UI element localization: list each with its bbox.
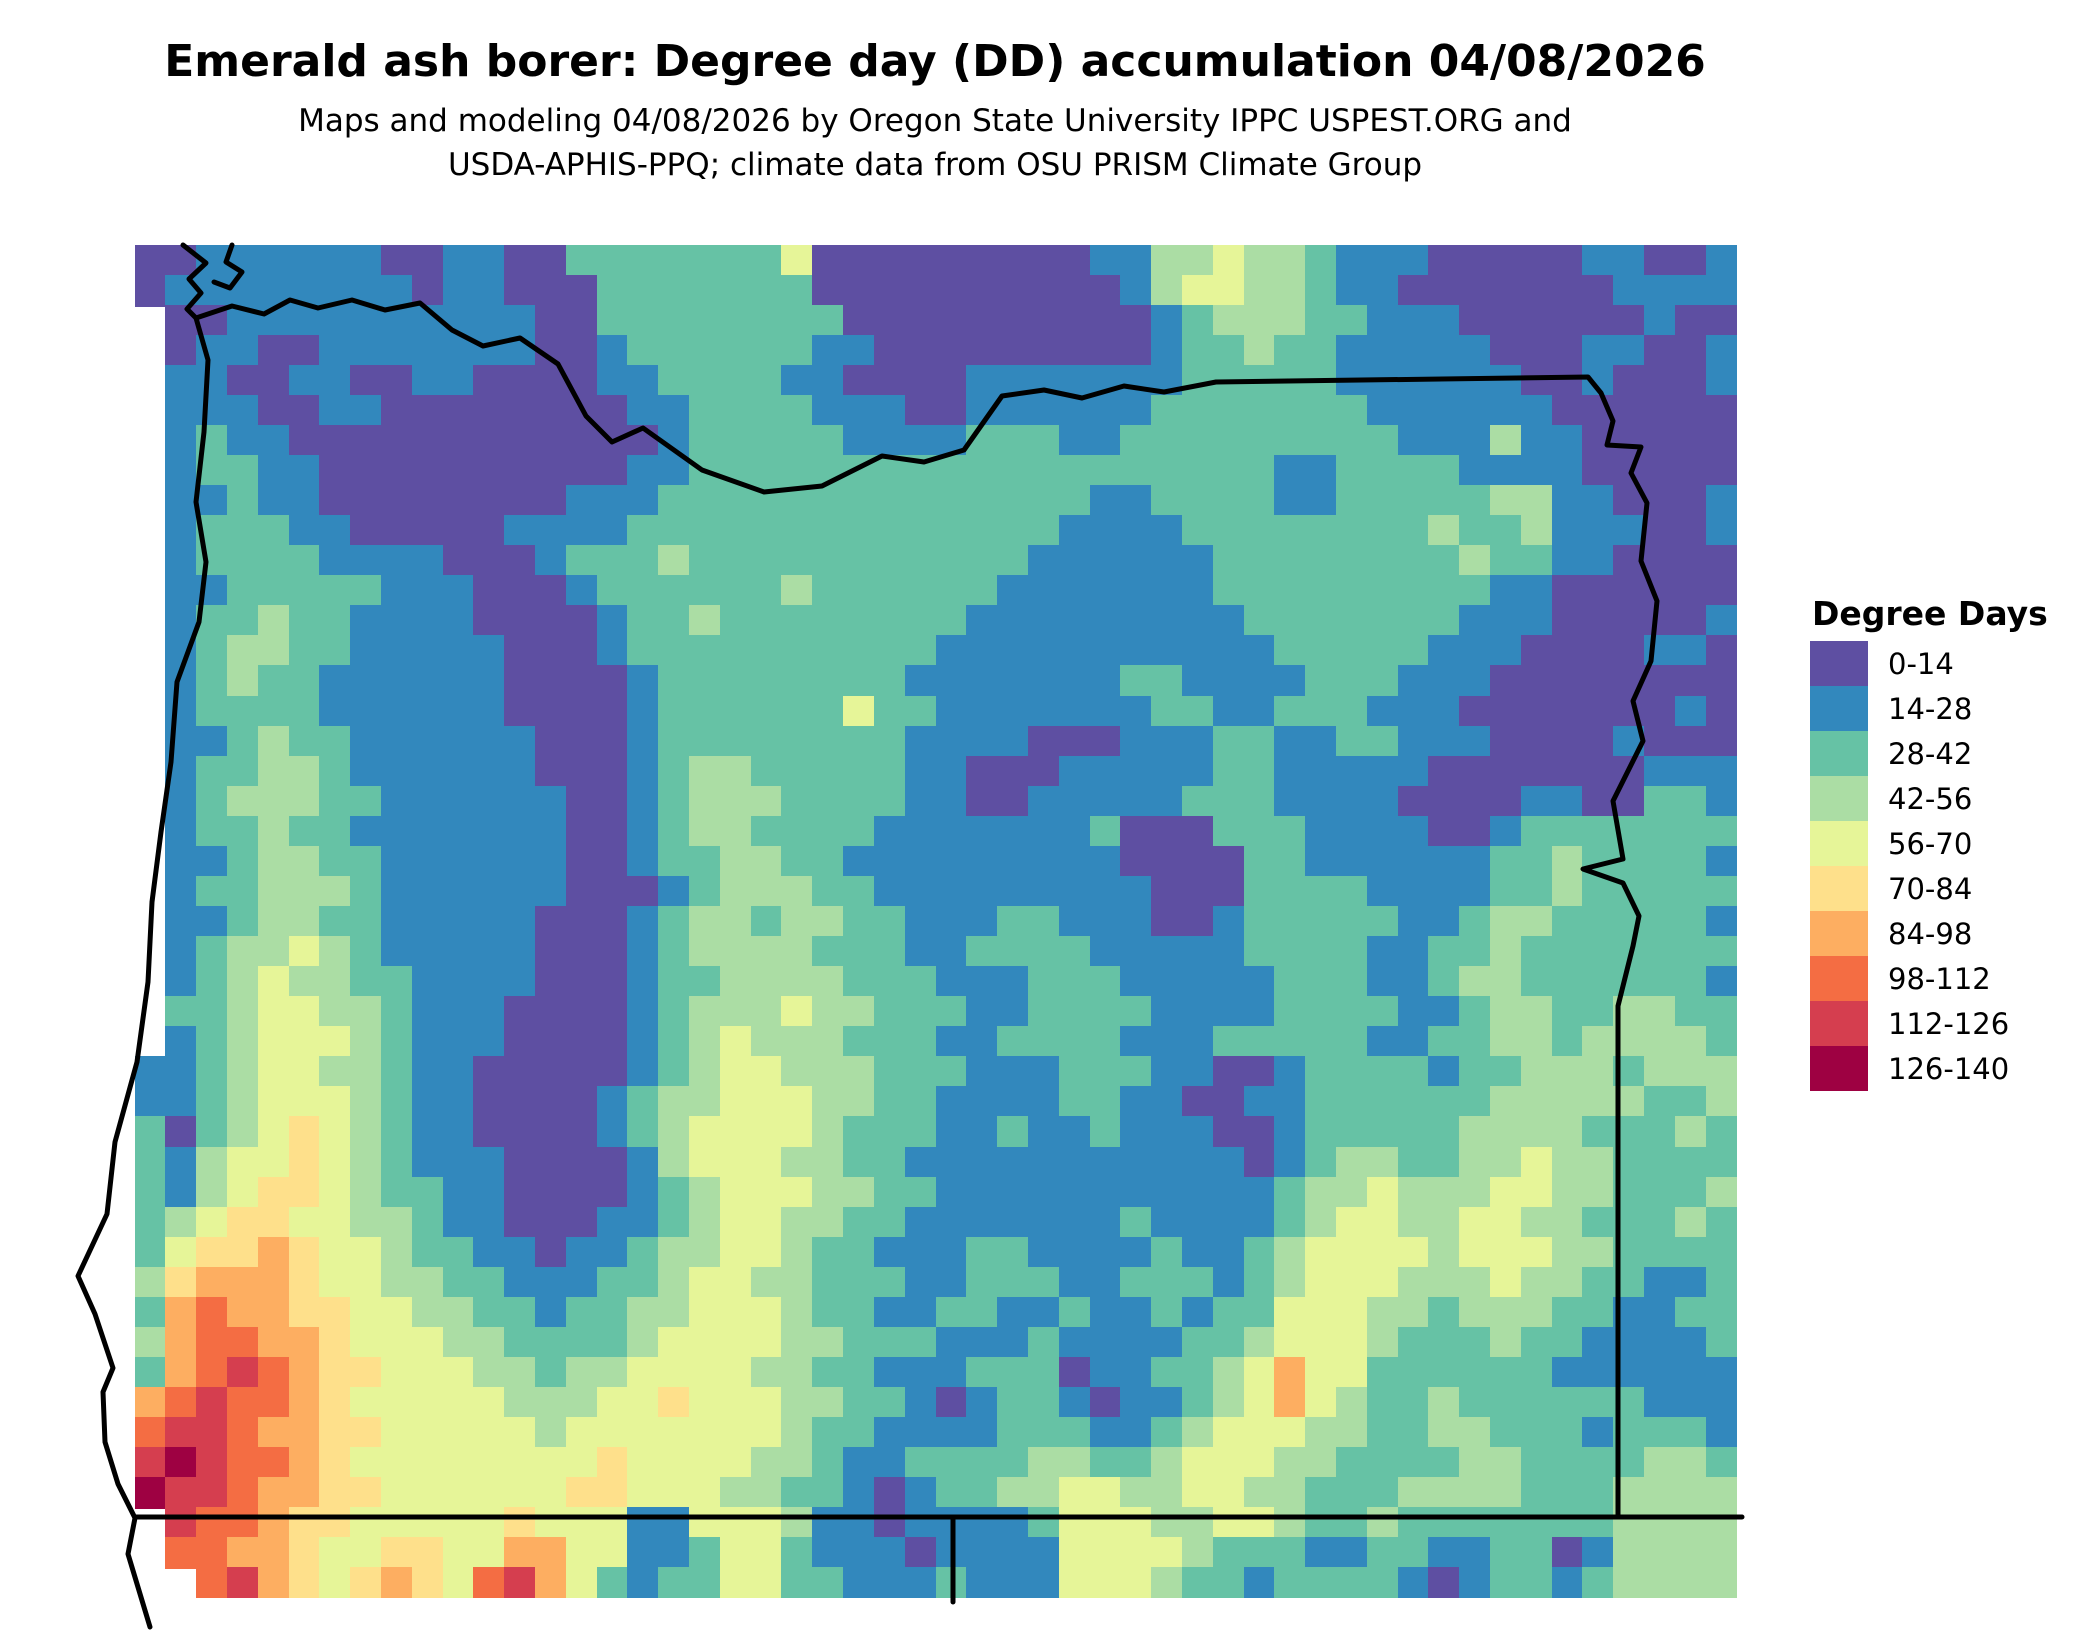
legend-swatch [1810, 776, 1868, 821]
legend-swatch [1810, 641, 1868, 686]
legend-item: 42-56 [1810, 776, 2100, 821]
legend-item-label: 14-28 [1888, 691, 1973, 726]
legend-swatch [1810, 956, 1868, 1001]
legend-item-label: 42-56 [1888, 781, 1973, 816]
legend: Degree Days 0-14 14-28 28-42 42-56 56-70 70-8… [1810, 594, 2100, 1091]
legend-swatch [1810, 1046, 1868, 1091]
legend-item-label: 84-98 [1888, 916, 1973, 951]
subtitle-line-1: Maps and modeling 04/08/2026 by Oregon S… [298, 102, 1572, 139]
legend-swatch [1810, 731, 1868, 776]
legend-item: 84-98 [1810, 911, 2100, 956]
legend-item-label: 56-70 [1888, 826, 1973, 861]
legend-item-label: 28-42 [1888, 736, 1973, 771]
legend-item: 112-126 [1810, 1001, 2100, 1046]
legend-swatch [1810, 911, 1868, 956]
legend-swatch [1810, 686, 1868, 731]
legend-item: 56-70 [1810, 821, 2100, 866]
legend-item-label: 126-140 [1888, 1051, 2010, 1086]
page-title: Emerald ash borer: Degree day (DD) accum… [164, 36, 1706, 87]
legend-item: 14-28 [1810, 686, 2100, 731]
degree-day-raster-map [135, 245, 1737, 1598]
legend-item-label: 70-84 [1888, 871, 1973, 906]
legend-swatch [1810, 821, 1868, 866]
legend-item: 0-14 [1810, 641, 2100, 686]
legend-item-label: 0-14 [1888, 646, 1954, 681]
legend-item-label: 112-126 [1888, 1006, 2010, 1041]
map-header: Emerald ash borer: Degree day (DD) accum… [0, 36, 1870, 187]
legend-item: 98-112 [1810, 956, 2100, 1001]
legend-swatch [1810, 1001, 1868, 1046]
legend-item: 70-84 [1810, 866, 2100, 911]
legend-item: 28-42 [1810, 731, 2100, 776]
legend-title: Degree Days [1812, 594, 2048, 633]
subtitle-line-2: USDA-APHIS-PPQ; climate data from OSU PR… [447, 146, 1423, 183]
legend-item-label: 98-112 [1888, 961, 1991, 996]
page-subtitle: Maps and modeling 04/08/2026 by Oregon S… [0, 99, 1870, 187]
legend-item: 126-140 [1810, 1046, 2100, 1091]
legend-items: 0-14 14-28 28-42 42-56 56-70 70-84 84-98 98-112… [1810, 641, 2100, 1091]
legend-swatch [1810, 866, 1868, 911]
